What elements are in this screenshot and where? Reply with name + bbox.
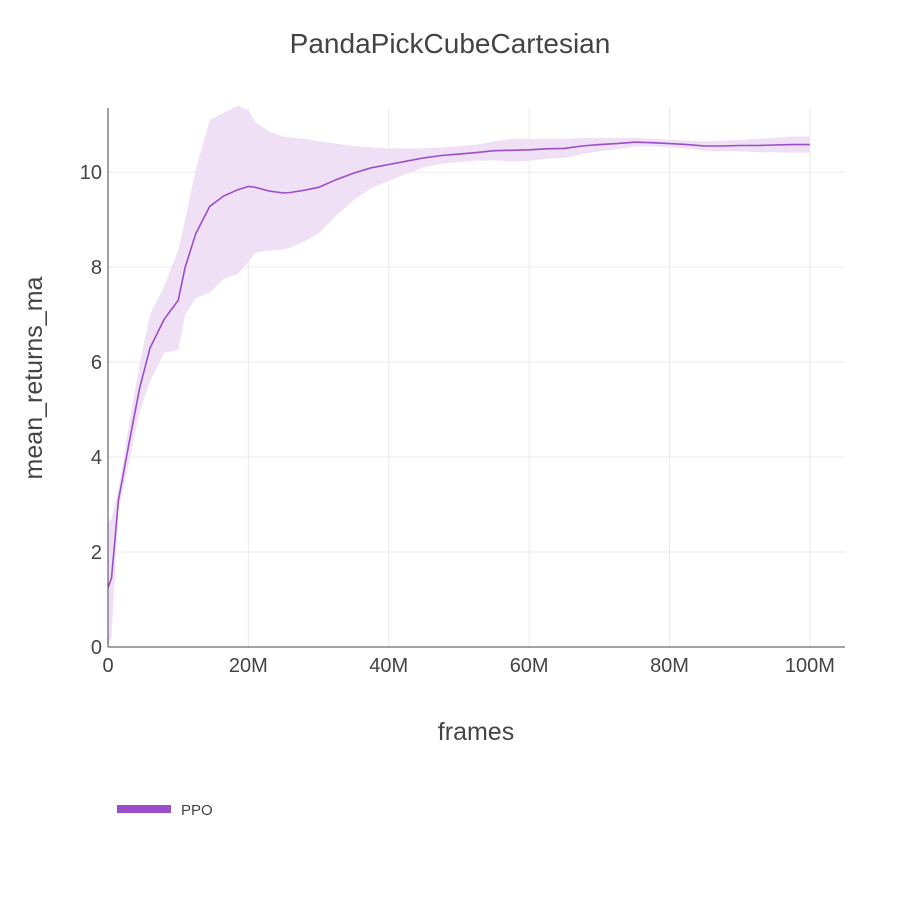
legend[interactable]: PPO — [117, 802, 213, 819]
x-tick-label: 100M — [785, 655, 835, 677]
y-tick-label: 10 — [80, 162, 102, 184]
y-tick-label: 4 — [91, 447, 102, 469]
x-tick-label: 40M — [369, 655, 408, 677]
confidence-band-ppo — [108, 105, 810, 648]
chart-title: PandaPickCubeCartesian — [290, 28, 611, 59]
y-tick-label: 2 — [91, 542, 102, 564]
x-tick-label: 80M — [650, 655, 689, 677]
y-tick-label: 6 — [91, 352, 102, 374]
legend-label-ppo: PPO — [181, 802, 213, 819]
y-axis-ticks: 0 2 4 6 8 10 — [80, 162, 102, 659]
x-axis-title: frames — [438, 718, 514, 746]
x-axis-ticks: 0 20M 40M 60M 80M 100M — [102, 655, 834, 677]
series-line-ppo — [107, 141, 810, 588]
y-axis-title: mean_returns_ma — [20, 276, 48, 479]
legend-swatch-ppo — [117, 805, 171, 813]
x-tick-label: 0 — [102, 655, 113, 677]
x-tick-label: 60M — [510, 655, 549, 677]
y-tick-label: 0 — [91, 637, 102, 659]
x-tick-label: 20M — [229, 655, 268, 677]
y-tick-label: 8 — [91, 257, 102, 279]
x-grid-lines — [247, 108, 811, 647]
